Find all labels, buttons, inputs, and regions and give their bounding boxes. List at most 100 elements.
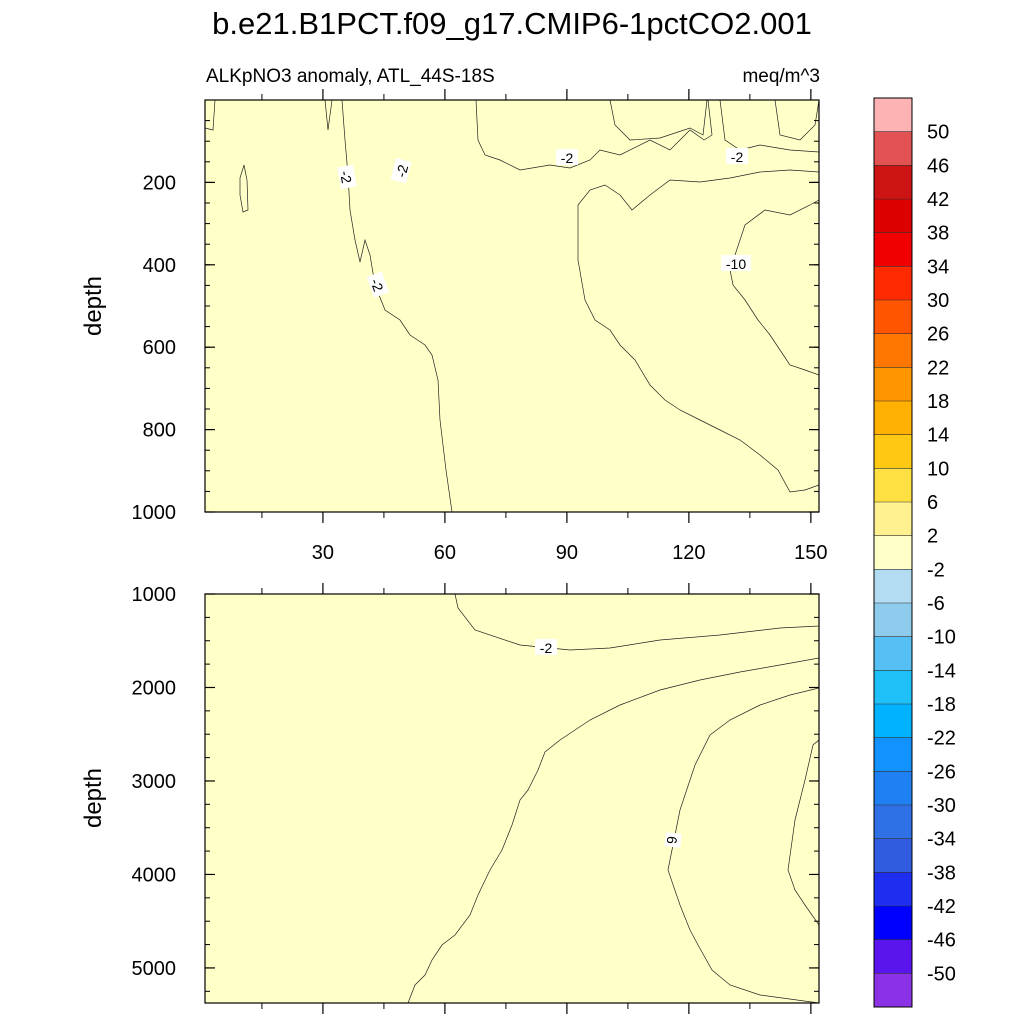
bottom-region-10-to-14	[787, 739, 819, 926]
subtitle-units: meq/m^3	[742, 66, 820, 87]
colorbar-label: 14	[927, 425, 949, 447]
colorbar-swatch	[874, 300, 912, 334]
colorbar-label: 22	[927, 357, 949, 379]
colorbar-swatch	[874, 165, 912, 200]
colorbar-label: -22	[927, 728, 956, 750]
colorbar-label: 26	[927, 324, 949, 346]
contour-label: -2	[366, 271, 390, 298]
bottom-panel: 1000 2000 3000 4000 5000 depth -2 6	[80, 583, 820, 1014]
colorbar-frame	[873, 97, 913, 1008]
bottom-region-neg6-to-neg2	[454, 594, 819, 651]
colorbar-label: -2	[927, 559, 945, 581]
bottom-y-axis: 1000 2000 3000 4000 5000	[132, 584, 819, 992]
top-x-axis: 30 60 90 120 150	[261, 89, 828, 564]
bottom-region-neg2-to-2	[205, 594, 819, 1003]
bottom-x-axis	[261, 583, 812, 1014]
bottom-ylabel: depth	[80, 768, 107, 828]
contour-label: -2	[556, 149, 578, 166]
y-tick-label: 2000	[132, 677, 177, 699]
contour-label-bg	[390, 158, 412, 184]
contour-label-bg	[556, 149, 578, 165]
top-contour-labels: -2 -2 -2 -2 -2 -10	[337, 148, 751, 298]
colorbar-swatch	[874, 603, 912, 637]
contour-label-bg	[726, 148, 748, 164]
contour-label-text: -2	[561, 150, 574, 166]
colorbar-swatch	[874, 468, 912, 503]
colorbar-swatch	[874, 333, 912, 368]
contour-label: -2	[390, 158, 412, 184]
colorbar-swatch	[874, 434, 912, 469]
contour-label-bg	[664, 832, 682, 848]
colorbar-swatch	[874, 367, 912, 402]
colorbar-label: -34	[927, 829, 956, 851]
colorbar-swatch	[874, 737, 912, 772]
y-tick-label: 200	[143, 172, 176, 194]
y-tick-label: 800	[143, 420, 176, 442]
y-tick-label: 400	[143, 255, 176, 277]
top-region-blob-edge	[205, 100, 216, 131]
colorbar-swatch	[874, 98, 912, 132]
bottom-region-2-to-6	[407, 657, 819, 1003]
colorbar-swatch	[874, 199, 912, 233]
top-region-neg2-to-2	[205, 100, 819, 512]
contour-label: -2	[726, 148, 748, 165]
top-ylabel: depth	[80, 276, 107, 336]
x-tick-label: 30	[312, 542, 334, 564]
contour-label-bg	[721, 255, 751, 271]
contour-label-text: -2	[367, 276, 386, 293]
colorbar-swatch	[874, 401, 912, 435]
colorbar-swatch	[874, 838, 912, 873]
contour-label-bg	[535, 639, 557, 655]
y-tick-label: 5000	[132, 958, 177, 980]
bottom-panel-frame	[204, 593, 820, 1004]
colorbar-swatch	[874, 973, 912, 1008]
y-tick-label: 1000	[132, 502, 177, 524]
colorbar-label: -10	[927, 627, 956, 649]
colorbar-label: 46	[927, 155, 949, 177]
top-region-neg14-to-neg10	[729, 199, 819, 376]
colorbar-swatch	[874, 569, 912, 604]
x-tick-label: 150	[794, 542, 827, 564]
colorbar-label: 38	[927, 223, 949, 245]
colorbar: 50 46 42 38 34 30 26 22 18 14 10 6 2 -2 -6 -10 -14 -18 -22…	[873, 97, 956, 1008]
colorbar-label: 6	[927, 492, 938, 514]
colorbar-label: -6	[927, 593, 945, 615]
top-region-neg10-to-neg6	[577, 169, 819, 493]
colorbar-swatch	[874, 805, 912, 839]
x-tick-label: 90	[556, 542, 578, 564]
colorbar-swatch	[874, 670, 912, 705]
x-tick-label: 60	[434, 542, 456, 564]
y-tick-label: 3000	[132, 771, 177, 793]
contour-label-bg	[337, 164, 357, 190]
top-region-neg6-to-neg2	[324, 100, 819, 512]
contour-label: -2	[535, 639, 557, 656]
contour-label: -2	[337, 164, 357, 190]
colorbar-swatch	[874, 266, 912, 301]
colorbar-swatch	[874, 872, 912, 907]
top-region-blob-left	[239, 164, 249, 213]
colorbar-label: -46	[927, 930, 956, 952]
y-tick-label: 4000	[132, 864, 177, 886]
colorbar-label: 2	[927, 526, 938, 548]
colorbar-swatch	[874, 939, 912, 974]
x-tick-label: 120	[672, 542, 705, 564]
colorbar-label: 50	[927, 122, 949, 144]
colorbar-label: 18	[927, 391, 949, 413]
y-tick-label: 600	[143, 337, 176, 359]
contour-label-text: -2	[337, 169, 355, 184]
colorbar-label: 42	[927, 189, 949, 211]
colorbar-label: -42	[927, 896, 956, 918]
colorbar-swatch	[874, 232, 912, 267]
colorbar-label: 30	[927, 290, 949, 312]
contour-label: -10	[721, 255, 751, 272]
colorbar-swatch	[874, 771, 912, 806]
colorbar-label: -14	[927, 660, 956, 682]
colorbar-label: 10	[927, 458, 949, 480]
colorbar-label: -18	[927, 694, 956, 716]
colorbar-swatch	[874, 636, 912, 671]
colorbar-label: -38	[927, 862, 956, 884]
contour-label-text: -2	[731, 149, 744, 165]
contour-label-text: -10	[726, 256, 746, 272]
colorbar-label: -30	[927, 795, 956, 817]
